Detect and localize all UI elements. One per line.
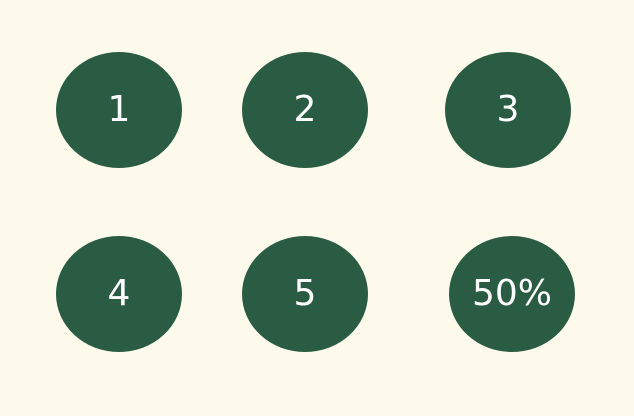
circle-label: 5 bbox=[293, 273, 317, 314]
percent-circle: 50% bbox=[449, 236, 575, 352]
circle-label: 1 bbox=[107, 89, 131, 130]
number-circle-3: 3 bbox=[445, 52, 571, 168]
circle-label: 2 bbox=[293, 89, 317, 130]
number-circle-4: 4 bbox=[56, 236, 182, 352]
number-circle-1: 1 bbox=[56, 52, 182, 168]
circle-label: 50% bbox=[471, 273, 552, 314]
circle-label: 4 bbox=[107, 273, 131, 314]
circle-label: 3 bbox=[496, 89, 520, 130]
number-circle-5: 5 bbox=[242, 236, 368, 352]
number-circle-2: 2 bbox=[242, 52, 368, 168]
